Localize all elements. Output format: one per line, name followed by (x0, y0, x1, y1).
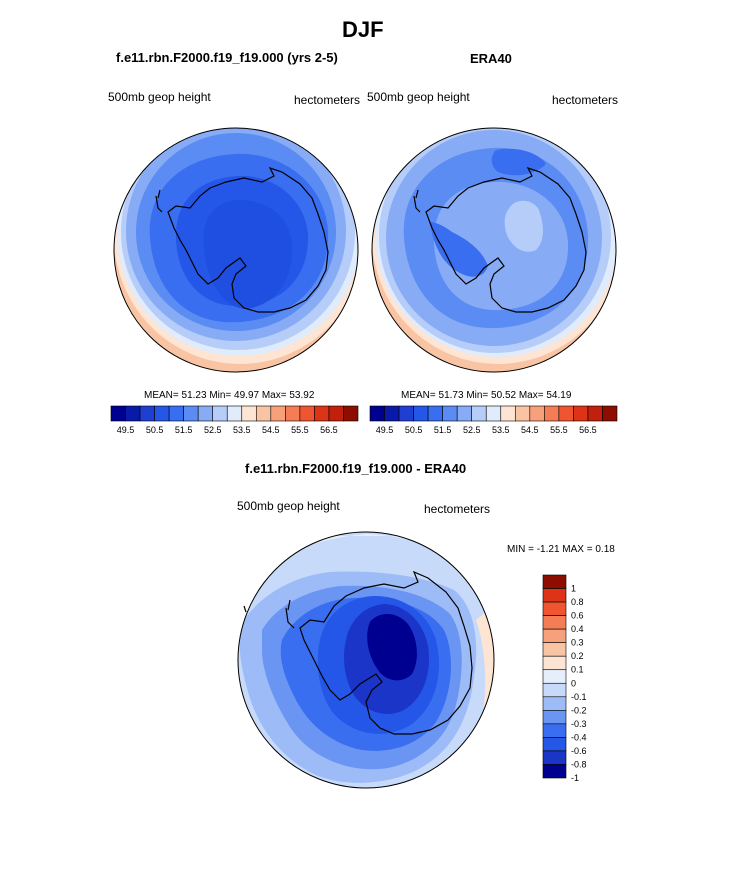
panel3-colorbar-tick-label: 0.6 (571, 611, 584, 621)
panel1-colorbar-box (198, 406, 213, 421)
panel1-colorbar-box (271, 406, 286, 421)
panel2-colorbar-box (414, 406, 429, 421)
panel2-colorbar-box (515, 406, 530, 421)
panel2-colorbar-box (472, 406, 487, 421)
panel1-colorbar-box (314, 406, 329, 421)
panel3-colorbar-tick-label: 0.2 (571, 651, 584, 661)
panel3-colorbar-box (543, 643, 566, 657)
panel1-colorbar-box (111, 406, 126, 421)
panel1-colorbar-box (140, 406, 155, 421)
panel2-colorbar-box (457, 406, 472, 421)
figure-canvas: 49.5 50.5 51.5 52.5 53.5 54.5 55.5 56.5 49.5 50.… (0, 0, 733, 882)
panel2-colorbar-box (588, 406, 603, 421)
panel3-colorbar-box (543, 670, 566, 684)
panel2-colorbar-box (385, 406, 400, 421)
panel2-colorbar-box (370, 406, 385, 421)
panel1-colorbar-box (343, 406, 358, 421)
panel1-colorbar-box (169, 406, 184, 421)
panel1-colorbar-box (300, 406, 315, 421)
panel2-colorbar-tick-label: 55.5 (550, 425, 568, 435)
panel3-colorbar-box (543, 683, 566, 697)
panel2-colorbar-box (399, 406, 414, 421)
panel1-colorbar-box (213, 406, 228, 421)
panel3-colorbar-box (543, 602, 566, 616)
panel1-colorbar-tick-label: 53.5 (233, 425, 251, 435)
panel3-colorbar-tick-label: 0.1 (571, 665, 584, 675)
panel3-colorbar-box (543, 616, 566, 630)
panel2-colorbar-tick-label: 56.5 (579, 425, 597, 435)
panel2-colorbar-tick-label: 52.5 (463, 425, 481, 435)
panel3-colorbar-tick-label: -0.2 (571, 705, 587, 715)
panel3-colorbar-box (543, 751, 566, 765)
panel3-colorbar-tick-label: -1 (571, 773, 579, 783)
panel3-colorbar-box (543, 764, 566, 778)
panel3-colorbar-tick-label: -0.6 (571, 746, 587, 756)
panel1-colorbar-box (242, 406, 257, 421)
panel2-colorbar-box (544, 406, 559, 421)
panel3-colorbar-box (543, 629, 566, 643)
panel3-colorbar-tick-label: 0.8 (571, 597, 584, 607)
panel2-colorbar: 49.5 50.5 51.5 52.5 53.5 54.5 55.5 56.5 (370, 406, 617, 435)
panel2-colorbar-box (530, 406, 545, 421)
panel1-colorbar-tick-label: 54.5 (262, 425, 280, 435)
panel2-colorbar-box (573, 406, 588, 421)
panel3-colorbar-box (543, 575, 566, 589)
panel1-colorbar-tick-label: 51.5 (175, 425, 193, 435)
panel3-colorbar-tick-label: -0.1 (571, 692, 587, 702)
panel3-colorbar-tick-label: 0.3 (571, 638, 584, 648)
panel2-colorbar-box (486, 406, 501, 421)
panel1-colorbar-box (227, 406, 242, 421)
panel3-colorbar-box (543, 589, 566, 603)
panel3-colorbar-tick-label: -0.4 (571, 732, 587, 742)
panel3-colorbar: 1 0.8 0.6 0.4 0.3 0.2 0.1 0 -0.1 -0.2 -0.3 -0.4 -0.6… (543, 575, 587, 783)
panel1-colorbar-tick-label: 55.5 (291, 425, 309, 435)
panel2-colorbar-box (501, 406, 516, 421)
panel3-colorbar-tick-label: 0.4 (571, 624, 584, 634)
panel1-colorbar-box (256, 406, 271, 421)
panel2-colorbar-box (443, 406, 458, 421)
panel3-colorbar-tick-label: -0.3 (571, 719, 587, 729)
panel1-colorbar-box (126, 406, 141, 421)
panel1-colorbar-box (184, 406, 199, 421)
panel3-colorbar-box (543, 737, 566, 751)
panel3-colorbar-tick-label: -0.8 (571, 759, 587, 769)
panel1-colorbar-tick-label: 52.5 (204, 425, 222, 435)
panel3-colorbar-box (543, 697, 566, 711)
panel1-colorbar-box (285, 406, 300, 421)
panel3-colorbar-tick-label: 0 (571, 678, 576, 688)
panel1-colorbar-box (329, 406, 344, 421)
panel3-colorbar-box (543, 656, 566, 670)
panel3-colorbar-box (543, 710, 566, 724)
panel2-colorbar-tick-label: 49.5 (376, 425, 394, 435)
panel3-colorbar-tick-label: 1 (571, 584, 576, 594)
panel1-colorbar-tick-label: 49.5 (117, 425, 135, 435)
panel1-colorbar-tick-label: 50.5 (146, 425, 164, 435)
panel1-colorbar-tick-label: 56.5 (320, 425, 338, 435)
panel3-colorbar-box (543, 724, 566, 738)
panel2-colorbar-tick-label: 54.5 (521, 425, 539, 435)
panel2-colorbar-box (559, 406, 574, 421)
panel1-colorbar: 49.5 50.5 51.5 52.5 53.5 54.5 55.5 56.5 (111, 406, 358, 435)
panel1-colorbar-box (155, 406, 170, 421)
panel2-colorbar-tick-label: 53.5 (492, 425, 510, 435)
panel2-colorbar-tick-label: 50.5 (405, 425, 423, 435)
panel2-colorbar-box (602, 406, 617, 421)
panel2-colorbar-box (428, 406, 443, 421)
panel2-colorbar-tick-label: 51.5 (434, 425, 452, 435)
